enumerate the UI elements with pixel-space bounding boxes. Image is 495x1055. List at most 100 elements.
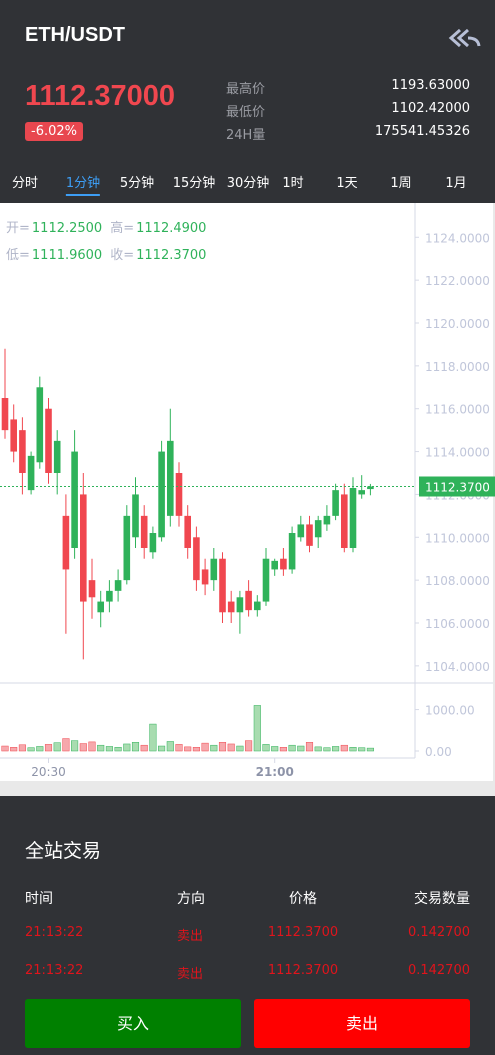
candle-body <box>167 440 174 516</box>
y-tick-label: 1118.0000 <box>425 360 490 374</box>
sell-button[interactable]: 卖出 <box>254 999 470 1048</box>
candle-body <box>53 440 61 473</box>
ohlc-info: 低= <box>6 248 30 263</box>
candle-body <box>306 524 313 546</box>
candle-body <box>19 430 26 473</box>
trades-panel: 全站交易 时间 方向 价格 交易数量 21:13:22 卖出 1112.3700 0.1427… <box>0 796 495 1055</box>
trade-cell: 卖出 <box>177 929 204 944</box>
volume-tick-label: 0.00 <box>425 745 452 759</box>
volume-bar <box>271 746 279 752</box>
candle-body <box>349 488 357 548</box>
column-header: 方向 <box>177 891 205 907</box>
candle-body <box>27 455 35 491</box>
x-tick-label: 21:00 <box>256 765 294 779</box>
column-header: 价格 <box>289 891 317 907</box>
y-tick-label: 1114.0000 <box>425 446 490 460</box>
volume-bar <box>192 747 200 752</box>
candle-body <box>123 515 131 581</box>
candle-body <box>10 419 17 452</box>
ohlc-info: 1112.3700 <box>136 248 206 263</box>
volume-bar <box>218 742 227 752</box>
volume-bar <box>236 745 244 752</box>
trades-title: 全站交易 <box>25 840 102 862</box>
tab[interactable]: 1周 <box>390 176 412 191</box>
candle-body <box>71 451 78 548</box>
volume-bar <box>332 746 340 752</box>
tab[interactable]: 1天 <box>336 176 358 191</box>
stat-label: 24H量 <box>226 128 266 143</box>
tab[interactable]: 5分钟 <box>119 176 155 191</box>
candle-body <box>367 486 374 490</box>
candle-body <box>106 590 113 602</box>
volume-bar <box>123 743 131 752</box>
candle-body <box>288 533 296 570</box>
volume-bar <box>114 747 122 752</box>
tab[interactable]: 分时 <box>11 176 39 191</box>
volume-bar <box>158 745 166 752</box>
candle-body <box>341 494 348 548</box>
candle-body <box>314 520 322 538</box>
candle-body <box>114 580 122 591</box>
volume-bar <box>131 742 140 752</box>
candle-body <box>262 558 270 602</box>
y-tick-label: 1124.0000 <box>425 231 490 245</box>
candle-body <box>193 537 200 581</box>
last-price: 1112.37000 <box>25 80 176 112</box>
candle-body <box>149 533 157 553</box>
header: ETH/USDT 1112.37000 -6.02% 最高价 1193.63000… <box>0 0 495 203</box>
volume-bar <box>297 745 305 752</box>
tab[interactable]: 15分钟 <box>172 176 216 191</box>
tab[interactable]: 1时 <box>282 176 304 191</box>
back-icon[interactable] <box>448 26 482 50</box>
volume-bar <box>175 744 183 752</box>
candle-body <box>236 597 244 613</box>
ohlc-info: 开= <box>6 221 30 236</box>
volume-bar <box>88 741 96 752</box>
candle-body <box>62 515 70 570</box>
last-price-box <box>419 476 495 497</box>
volume-bar <box>18 744 26 752</box>
trade-cell: 0.142700 <box>407 963 470 978</box>
tab[interactable]: 30分钟 <box>226 176 270 191</box>
volume-bar <box>184 746 192 752</box>
volume-bar <box>253 705 261 752</box>
tab[interactable]: 1分钟 <box>65 172 101 196</box>
stat-label: 最低价 <box>226 105 266 120</box>
buy-button[interactable]: 买入 <box>25 999 241 1048</box>
volume-bar <box>314 746 322 752</box>
candle-body <box>36 387 44 463</box>
y-tick-label: 1110.0000 <box>425 531 490 545</box>
volume-bar <box>44 744 53 752</box>
tab[interactable]: 1月 <box>445 176 467 191</box>
trade-cell: 1112.3700 <box>267 963 339 978</box>
candle-body <box>88 580 96 598</box>
ohlc-info: 高= <box>110 220 134 236</box>
candle-body <box>323 515 331 525</box>
volume-bar <box>340 744 348 752</box>
trade-cell: 0.142700 <box>407 925 470 940</box>
volume-bar <box>36 746 44 752</box>
candle-body <box>45 408 52 473</box>
volume-bar <box>366 747 374 752</box>
x-tick-label: 20:30 <box>31 765 66 779</box>
volume-bar <box>79 743 87 752</box>
volume-bar <box>279 747 287 752</box>
ohlc-info: 1111.9600 <box>32 248 102 263</box>
volume-bar <box>105 746 113 752</box>
trade-cell: 1112.3700 <box>267 925 339 940</box>
trade-cell: 21:13:22 <box>25 925 84 940</box>
volume-bar <box>201 742 209 752</box>
ohlc-info: 收= <box>110 248 134 263</box>
candle-body <box>1 398 9 431</box>
y-tick-label: 1120.0000 <box>425 317 490 331</box>
pair: ETH/USDT <box>25 24 125 46</box>
volume-bar <box>53 742 61 752</box>
volume-bar <box>27 747 35 752</box>
candle-body <box>175 473 183 516</box>
candle-body <box>210 558 218 581</box>
volume-bar <box>149 723 157 752</box>
column-header: 时间 <box>25 891 53 907</box>
ohlc-info: 1112.4900 <box>136 221 206 236</box>
candle-body <box>80 494 87 602</box>
volume-bar <box>262 744 270 752</box>
